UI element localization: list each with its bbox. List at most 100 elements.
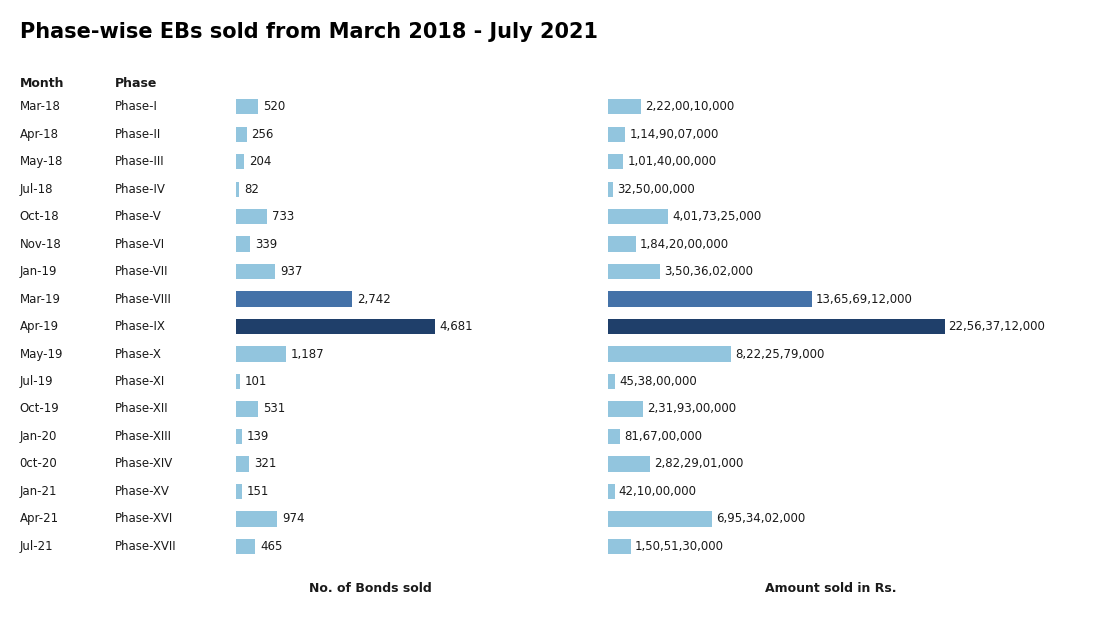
Text: Nov-18: Nov-18 [20, 238, 61, 251]
Bar [608, 126, 626, 142]
Text: 321: 321 [254, 457, 276, 470]
Bar [236, 402, 259, 417]
Bar [236, 154, 244, 169]
Bar [236, 181, 239, 197]
Bar [236, 209, 266, 224]
Text: Phase-X: Phase-X [115, 347, 162, 360]
Bar [608, 539, 630, 554]
Bar [236, 99, 258, 114]
Text: 4,681: 4,681 [439, 320, 473, 333]
Text: Jan-19: Jan-19 [20, 265, 57, 278]
Text: Jul-21: Jul-21 [20, 540, 54, 553]
Text: Oct-19: Oct-19 [20, 402, 59, 415]
Bar [236, 347, 286, 361]
Bar [236, 511, 277, 527]
Text: 1,01,40,00,000: 1,01,40,00,000 [627, 155, 717, 168]
Bar [608, 154, 624, 169]
Text: 139: 139 [247, 430, 269, 443]
Bar [236, 236, 250, 251]
Text: 531: 531 [263, 402, 285, 415]
Text: 1,14,90,07,000: 1,14,90,07,000 [629, 128, 719, 141]
Text: 82: 82 [244, 183, 259, 196]
Text: 2,742: 2,742 [357, 293, 391, 306]
Bar [236, 126, 247, 142]
Text: 45,38,00,000: 45,38,00,000 [619, 375, 697, 388]
Bar [608, 511, 712, 527]
Bar [608, 99, 641, 114]
Text: Phase-IX: Phase-IX [115, 320, 165, 333]
Text: Phase-II: Phase-II [115, 128, 161, 141]
Text: Phase-XV: Phase-XV [115, 485, 170, 498]
Text: Phase-XVII: Phase-XVII [115, 540, 176, 553]
Text: No. of Bonds sold: No. of Bonds sold [309, 582, 432, 595]
Bar [608, 456, 650, 472]
Text: 101: 101 [244, 375, 267, 388]
Text: Phase-XI: Phase-XI [115, 375, 165, 388]
Text: Phase-XII: Phase-XII [115, 402, 169, 415]
Text: 2,22,00,10,000: 2,22,00,10,000 [646, 100, 734, 113]
Text: Apr-19: Apr-19 [20, 320, 59, 333]
Text: 151: 151 [247, 485, 270, 498]
Bar [236, 374, 240, 389]
Text: Jul-19: Jul-19 [20, 375, 54, 388]
Text: Phase-VIII: Phase-VIII [115, 293, 172, 306]
Text: 32,50,00,000: 32,50,00,000 [617, 183, 695, 196]
Text: 6,95,34,02,000: 6,95,34,02,000 [716, 513, 806, 526]
Text: 733: 733 [272, 210, 294, 223]
Text: Phase-V: Phase-V [115, 210, 162, 223]
Text: Phase: Phase [115, 77, 158, 90]
Bar [236, 319, 434, 334]
Text: 3,50,36,02,000: 3,50,36,02,000 [664, 265, 754, 278]
Text: May-18: May-18 [20, 155, 64, 168]
Bar [608, 429, 620, 444]
Text: 974: 974 [282, 513, 305, 526]
Bar [608, 181, 613, 197]
Text: 1,84,20,00,000: 1,84,20,00,000 [640, 238, 729, 251]
Bar [236, 484, 242, 499]
Bar [608, 264, 661, 279]
Bar [608, 347, 731, 361]
Bar [608, 292, 812, 306]
Text: 0ct-20: 0ct-20 [20, 457, 57, 470]
Text: Mar-19: Mar-19 [20, 293, 60, 306]
Text: Mar-18: Mar-18 [20, 100, 60, 113]
Text: 520: 520 [263, 100, 285, 113]
Text: 1,50,51,30,000: 1,50,51,30,000 [635, 540, 723, 553]
Bar [608, 402, 643, 417]
Text: Phase-XIII: Phase-XIII [115, 430, 172, 443]
Text: Apr-21: Apr-21 [20, 513, 59, 526]
Bar [608, 236, 636, 251]
Text: 81,67,00,000: 81,67,00,000 [625, 430, 703, 443]
Text: 937: 937 [281, 265, 302, 278]
Text: 2,31,93,00,000: 2,31,93,00,000 [647, 402, 737, 415]
Text: Jan-20: Jan-20 [20, 430, 57, 443]
Text: Apr-18: Apr-18 [20, 128, 59, 141]
Text: Amount sold in Rs.: Amount sold in Rs. [765, 582, 897, 595]
Bar [608, 374, 615, 389]
Text: 204: 204 [249, 155, 272, 168]
Text: Phase-XVI: Phase-XVI [115, 513, 173, 526]
Text: Oct-18: Oct-18 [20, 210, 59, 223]
Text: 42,10,00,000: 42,10,00,000 [618, 485, 697, 498]
Text: 8,22,25,79,000: 8,22,25,79,000 [734, 347, 824, 360]
Text: Phase-I: Phase-I [115, 100, 158, 113]
Text: Jul-18: Jul-18 [20, 183, 54, 196]
Bar [236, 429, 241, 444]
Bar [236, 539, 255, 554]
Text: Jan-21: Jan-21 [20, 485, 57, 498]
Text: 1,187: 1,187 [292, 347, 324, 360]
Text: Month: Month [20, 77, 65, 90]
Text: 465: 465 [261, 540, 283, 553]
Text: Phase-wise EBs sold from March 2018 - July 2021: Phase-wise EBs sold from March 2018 - Ju… [20, 22, 597, 41]
Text: Phase-VI: Phase-VI [115, 238, 165, 251]
Text: 256: 256 [251, 128, 274, 141]
Bar [236, 292, 352, 306]
Text: 2,82,29,01,000: 2,82,29,01,000 [654, 457, 744, 470]
Text: May-19: May-19 [20, 347, 64, 360]
Bar [236, 456, 249, 472]
Text: Phase-VII: Phase-VII [115, 265, 169, 278]
Bar [608, 209, 669, 224]
Text: 22,56,37,12,000: 22,56,37,12,000 [949, 320, 1046, 333]
Text: 13,65,69,12,000: 13,65,69,12,000 [815, 293, 913, 306]
Text: 339: 339 [255, 238, 277, 251]
